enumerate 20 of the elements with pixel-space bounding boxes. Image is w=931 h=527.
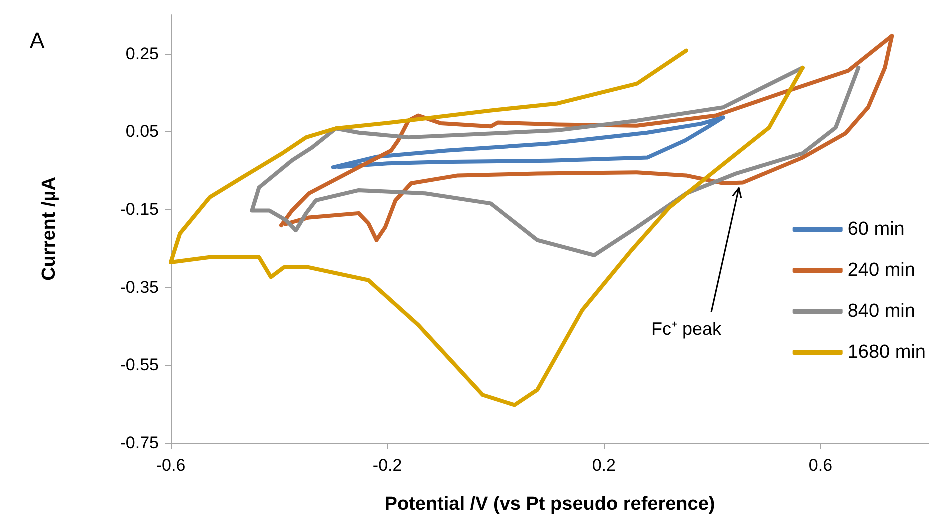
x-tick-label: -0.2 — [372, 456, 402, 475]
legend-label: 60 min — [848, 219, 905, 240]
line-series — [169, 48, 805, 408]
x-tick-label: 0.2 — [592, 456, 616, 475]
y-tick-label: 0.05 — [126, 122, 159, 142]
annotation: Fc⁺ peak — [652, 318, 722, 340]
x-axis-title: Potential /V (vs Pt pseudo reference) — [384, 494, 716, 515]
text: A — [30, 28, 45, 54]
y-tick-label: -0.75 — [120, 434, 159, 452]
legend-label: 840 min — [848, 301, 916, 322]
legend-label: 240 min — [848, 260, 916, 281]
y-tick-label: 0.25 — [126, 44, 159, 64]
y-tick-label: -0.15 — [120, 200, 159, 220]
y-axis-title: Current /µA — [39, 176, 60, 281]
legend-label: 1680 min — [848, 342, 926, 363]
y-tick-label: -0.35 — [120, 278, 159, 297]
line-series — [331, 116, 726, 170]
x-tick-label: -0.6 — [156, 456, 186, 475]
x-tick-label: 0.6 — [808, 456, 833, 475]
y-tick-label: -0.55 — [120, 356, 159, 375]
